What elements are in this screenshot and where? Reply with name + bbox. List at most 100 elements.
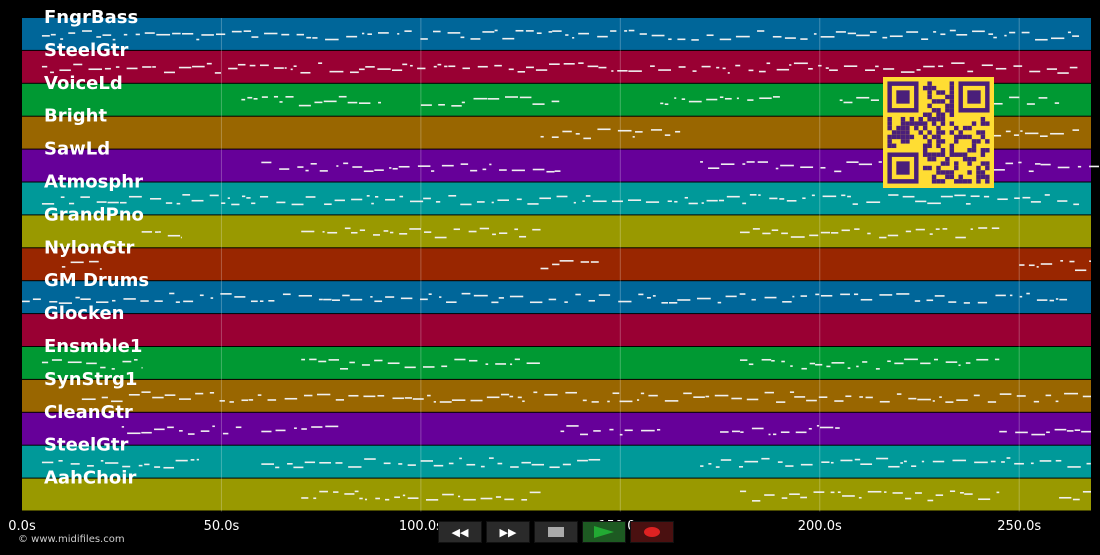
note: [759, 97, 772, 100]
note: [831, 362, 845, 364]
note: [392, 397, 404, 400]
note: [551, 136, 559, 138]
note: [347, 101, 358, 104]
note: [652, 295, 656, 297]
note: [790, 236, 805, 238]
note: [219, 400, 225, 402]
note: [1054, 102, 1060, 104]
note: [359, 497, 363, 500]
note: [261, 463, 275, 465]
note: [540, 135, 544, 138]
note: [485, 363, 489, 365]
note: [903, 460, 907, 463]
note: [155, 231, 159, 233]
note: [575, 133, 580, 135]
note: [789, 391, 795, 393]
note: [882, 36, 888, 39]
qr-code-icon: [883, 77, 994, 188]
note: [293, 65, 297, 68]
note: [932, 460, 945, 463]
note: [668, 38, 672, 41]
track-label: Glocken: [44, 303, 125, 324]
note: [779, 198, 785, 200]
note: [519, 96, 532, 99]
note: [60, 38, 64, 40]
time-grid: [220, 18, 1020, 512]
note: [954, 194, 966, 197]
note: [1067, 466, 1081, 468]
note: [510, 466, 519, 468]
stop-button[interactable]: [534, 521, 578, 543]
note: [527, 203, 539, 205]
track-label: CleanGtr: [44, 402, 133, 423]
note: [486, 396, 500, 399]
note: [314, 101, 323, 104]
note: [444, 65, 448, 68]
note: [847, 195, 851, 198]
note: [764, 494, 775, 496]
note: [458, 495, 461, 498]
note: [374, 169, 384, 171]
note: [424, 231, 432, 233]
note: [656, 428, 661, 431]
note: [841, 229, 850, 232]
note: [708, 463, 712, 465]
note: [328, 359, 340, 361]
note: [1020, 130, 1023, 132]
note: [554, 170, 561, 172]
note: [1049, 299, 1055, 302]
note: [127, 432, 141, 435]
note: [460, 36, 465, 39]
note: [128, 195, 142, 198]
note: [852, 203, 858, 205]
note: [792, 295, 795, 298]
rewind-button[interactable]: ◀◀: [438, 521, 482, 543]
note: [234, 296, 246, 298]
note: [896, 393, 902, 395]
note: [746, 398, 759, 401]
note: [447, 32, 461, 34]
note: [674, 200, 678, 203]
note: [677, 299, 691, 301]
note: [546, 170, 555, 173]
note: [509, 295, 524, 298]
note: [533, 391, 538, 394]
note: [1046, 68, 1058, 70]
note: [298, 104, 311, 107]
note: [996, 491, 1000, 494]
note: [994, 358, 1000, 361]
note: [914, 300, 921, 302]
note: [921, 460, 925, 463]
time-tick-label: 0.0s: [8, 519, 36, 534]
note: [619, 400, 633, 403]
play-button[interactable]: [582, 521, 626, 543]
note: [841, 194, 846, 197]
note: [739, 359, 748, 361]
note: [691, 39, 699, 41]
note: [556, 195, 568, 198]
note: [1009, 294, 1013, 297]
note: [374, 359, 383, 362]
note: [592, 200, 607, 203]
record-button[interactable]: [630, 521, 674, 543]
note: [1066, 430, 1074, 432]
note: [1072, 498, 1080, 501]
note: [378, 101, 381, 104]
note: [417, 165, 431, 167]
note: [251, 202, 256, 205]
note: [1057, 72, 1069, 74]
note: [583, 137, 591, 140]
note: [664, 400, 679, 402]
note: [742, 202, 747, 205]
note: [187, 433, 195, 435]
note: [700, 465, 704, 467]
fast-forward-button[interactable]: ▶▶: [486, 521, 530, 543]
note: [674, 97, 677, 99]
note: [325, 38, 339, 41]
note: [231, 30, 242, 33]
note: [1055, 459, 1062, 462]
note: [1038, 97, 1048, 99]
note: [992, 169, 1005, 171]
note: [1081, 430, 1091, 433]
note: [391, 69, 403, 72]
